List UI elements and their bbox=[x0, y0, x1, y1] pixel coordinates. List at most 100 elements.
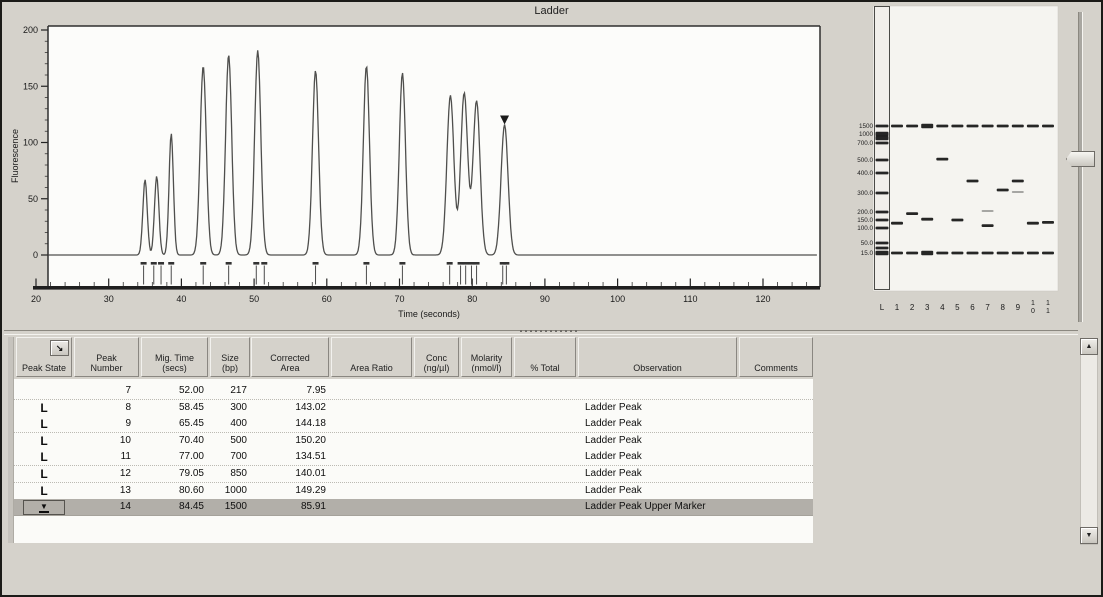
cell-size: 700 bbox=[230, 451, 247, 463]
gel-lane-label: 5 bbox=[955, 303, 960, 312]
ladder-state-flag: L bbox=[40, 467, 48, 481]
cell-corrected_area: 140.01 bbox=[295, 468, 326, 479]
table-scrollbar-track[interactable] bbox=[1080, 338, 1098, 545]
gel-band bbox=[875, 218, 889, 222]
cell-size: 500 bbox=[230, 434, 247, 446]
cell-corrected_area: 85.91 bbox=[300, 501, 326, 513]
gel-size-label: 1000 bbox=[859, 131, 874, 138]
gel-band bbox=[1026, 124, 1039, 128]
cell-peak_state: L bbox=[16, 400, 72, 416]
gel-band bbox=[891, 124, 903, 128]
gel-band bbox=[951, 218, 964, 222]
x-tick-label: 50 bbox=[249, 294, 259, 304]
cell-comments bbox=[739, 400, 817, 416]
table-row[interactable]: L 9 65.45 400 144.18 Ladder Peak bbox=[14, 416, 813, 434]
table-options-button[interactable]: ↘ bbox=[50, 340, 69, 356]
gel-band bbox=[951, 124, 964, 128]
column-header-corrected_area: Corrected Area bbox=[251, 337, 329, 377]
gel-band bbox=[921, 217, 934, 221]
gel-lane-label: 9 bbox=[1016, 303, 1021, 312]
ladder-state-flag: L bbox=[40, 417, 48, 432]
cell-observation: Ladder Peak bbox=[585, 434, 642, 446]
cell-peak_state: L bbox=[16, 449, 72, 465]
gel-band bbox=[966, 124, 979, 128]
gel-band bbox=[1026, 221, 1039, 225]
gel-band bbox=[875, 191, 889, 195]
ladder-state-flag: L bbox=[40, 450, 48, 465]
cell-area_ratio bbox=[331, 449, 406, 465]
gel-size-label: 200.0 bbox=[857, 209, 873, 216]
x-tick-label: 120 bbox=[755, 294, 770, 304]
cell-area_ratio bbox=[331, 499, 406, 515]
cell-mig_time: 70.40 bbox=[178, 434, 204, 446]
cell-size: 1000 bbox=[224, 484, 247, 496]
cell-pct_total bbox=[514, 400, 570, 416]
cell-peak_state: L bbox=[16, 433, 72, 449]
gel-band bbox=[936, 251, 949, 255]
cell-corrected_area: 150.20 bbox=[295, 434, 326, 446]
cell-comments bbox=[739, 433, 817, 449]
cell-comments bbox=[739, 416, 817, 432]
cell-size: 217 bbox=[230, 385, 247, 396]
x-tick-label: 40 bbox=[176, 294, 186, 304]
x-axis-label: Time (seconds) bbox=[398, 309, 460, 319]
table-row[interactable]: 7 52.00 217 7.95 bbox=[14, 383, 813, 400]
cell-peak_state bbox=[16, 383, 72, 399]
cell-conc bbox=[414, 449, 455, 465]
cell-molarity bbox=[461, 449, 508, 465]
upper-marker-state-box: ▼ bbox=[23, 500, 65, 516]
table-row[interactable]: L 10 70.40 500 150.20 Ladder Peak bbox=[14, 432, 813, 450]
cell-corrected_area: 143.02 bbox=[295, 401, 326, 413]
table-scroll-up-button[interactable]: ▲ bbox=[1080, 338, 1098, 355]
gel-lane-label: 3 bbox=[925, 303, 930, 312]
table-row[interactable]: L 12 79.05 850 140.01 Ladder Peak bbox=[14, 466, 813, 483]
cell-area_ratio bbox=[331, 416, 406, 432]
gel-band bbox=[996, 251, 1009, 255]
cell-area_ratio bbox=[331, 400, 406, 416]
gel-band bbox=[921, 123, 934, 129]
cell-observation: Ladder Peak bbox=[585, 484, 642, 496]
gel-band bbox=[875, 226, 889, 230]
table-row[interactable]: L 13 80.60 1000 149.29 Ladder Peak bbox=[14, 482, 813, 500]
x-tick-label: 90 bbox=[540, 294, 550, 304]
column-header-conc: Conc (ng/µl) bbox=[414, 337, 459, 377]
cell-observation: Ladder Peak bbox=[585, 418, 642, 430]
cell-peak_number: 10 bbox=[119, 434, 131, 446]
column-header-area_ratio: Area Ratio bbox=[331, 337, 412, 377]
column-header-observation: Observation bbox=[578, 337, 737, 377]
column-header-molarity: Molarity (nmol/l) bbox=[461, 337, 512, 377]
cell-pct_total bbox=[514, 416, 570, 432]
gel-lane-label: 1 bbox=[1046, 300, 1050, 307]
x-tick-label: 110 bbox=[683, 294, 697, 304]
table-scroll-down-button[interactable]: ▼ bbox=[1080, 527, 1098, 544]
gel-size-label: 1500 bbox=[859, 123, 874, 130]
gel-band bbox=[981, 124, 994, 128]
gel-band bbox=[1011, 179, 1024, 183]
gel-band bbox=[875, 135, 889, 141]
gel-band bbox=[1011, 251, 1024, 255]
cell-peak_number: 9 bbox=[125, 418, 131, 430]
cell-area_ratio bbox=[331, 466, 406, 482]
upper-marker-icon: ▼ bbox=[39, 502, 49, 514]
cell-pct_total bbox=[514, 433, 570, 449]
gel-band bbox=[996, 124, 1009, 128]
cell-size: 400 bbox=[230, 418, 247, 430]
gel-contrast-slider-track[interactable] bbox=[1078, 12, 1083, 322]
gel-contrast-slider-thumb[interactable] bbox=[1066, 151, 1095, 167]
panel-splitter[interactable] bbox=[4, 330, 1078, 335]
gel-band bbox=[981, 224, 994, 227]
cell-size: 300 bbox=[230, 401, 247, 413]
chart-title: Ladder bbox=[534, 5, 569, 17]
cell-peak_number: 11 bbox=[120, 451, 131, 463]
table-row[interactable]: L 11 77.00 700 134.51 Ladder Peak bbox=[14, 449, 813, 467]
gel-size-label: 50.0 bbox=[861, 240, 874, 247]
table-row-selected[interactable]: ▼ 14 84.45 1500 85.91 Ladder Peak Upper Marke… bbox=[14, 499, 813, 517]
plot-area bbox=[48, 26, 820, 286]
cell-pct_total bbox=[514, 499, 570, 515]
cell-mig_time: 65.45 bbox=[178, 418, 204, 430]
cell-conc bbox=[414, 483, 455, 499]
cell-peak_number: 7 bbox=[125, 385, 131, 396]
cell-mig_time: 52.00 bbox=[178, 385, 204, 396]
arrow-down-icon: ▼ bbox=[1085, 532, 1093, 539]
table-row[interactable]: L 8 58.45 300 143.02 Ladder Peak bbox=[14, 399, 813, 417]
